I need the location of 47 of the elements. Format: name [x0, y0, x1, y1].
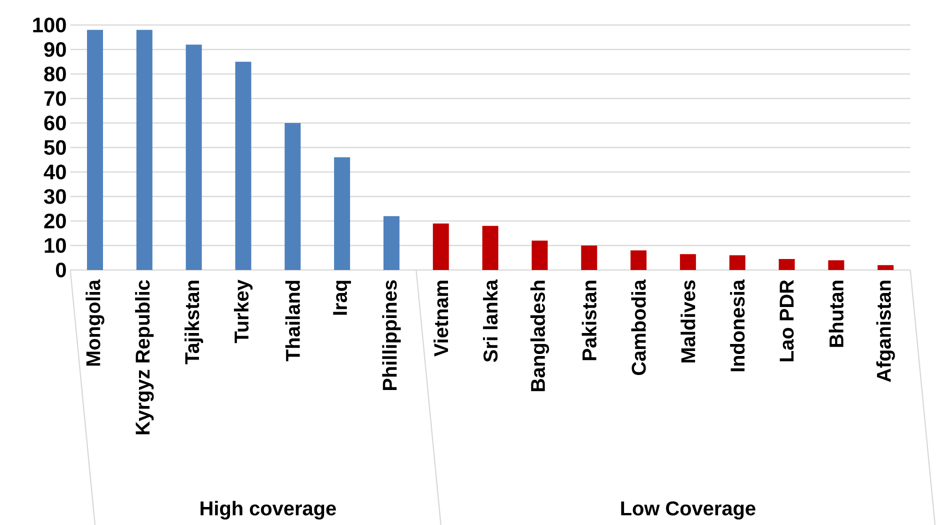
text: High coverage: [200, 500, 336, 520]
x-tick-label: Cambodia: [631, 279, 646, 376]
bar: [482, 226, 498, 270]
x-tick-label: Tajikstan: [184, 280, 204, 364]
y-tick-label: 40: [44, 164, 66, 180]
y-tick-label: 90: [44, 42, 66, 57]
bar: [680, 254, 696, 270]
y-tick-label: 60: [44, 116, 66, 130]
x-tick-label: Turkey: [234, 280, 253, 344]
text: Low Coverage: [621, 501, 756, 520]
bar: [532, 240, 548, 270]
x-tick-label: Bhutan: [828, 280, 844, 347]
bar: [186, 44, 202, 270]
bar: [284, 123, 301, 270]
y-tick-label: 100: [33, 18, 66, 32]
x-tick-label: Kyrgyz Republic: [135, 280, 154, 434]
x-tick-label: Iraq: [333, 280, 351, 315]
y-tick-label: 10: [44, 238, 66, 253]
x-tick-label: Thailand: [285, 280, 300, 362]
y-tick-label: 0: [56, 262, 66, 278]
x-tick-label: Sri lanka: [482, 279, 498, 362]
y-tick-label: 70: [44, 91, 66, 106]
bar: [878, 265, 894, 270]
bar: [630, 250, 647, 270]
x-tick-label: Maldives: [680, 280, 696, 362]
bar: [729, 255, 746, 270]
x-tick-label: Mongolia: [86, 279, 104, 366]
bar: [828, 260, 844, 270]
bar: [581, 246, 598, 270]
x-tick-label: Indonesia: [730, 279, 745, 372]
bar: [383, 216, 400, 270]
y-tick-label: 30: [44, 189, 66, 204]
x-tick-label: Phillippines: [382, 280, 401, 390]
y-tick-label: 80: [44, 66, 66, 82]
x-tick-label: Pakistan: [582, 280, 596, 360]
bar: [235, 62, 252, 270]
bar: [334, 157, 350, 270]
x-tick-label: Lao PDR: [780, 280, 794, 362]
bar: [87, 30, 103, 270]
bar: [136, 30, 152, 270]
y-tick-label: 20: [44, 214, 66, 228]
y-tick-label: 50: [44, 140, 66, 155]
bar: [778, 258, 795, 270]
x-tick-label: Bangladesh: [530, 280, 550, 392]
x-tick-label: Afganistan: [876, 280, 895, 382]
x-tick-label: Vietnam: [434, 280, 448, 357]
bar: [432, 223, 449, 270]
